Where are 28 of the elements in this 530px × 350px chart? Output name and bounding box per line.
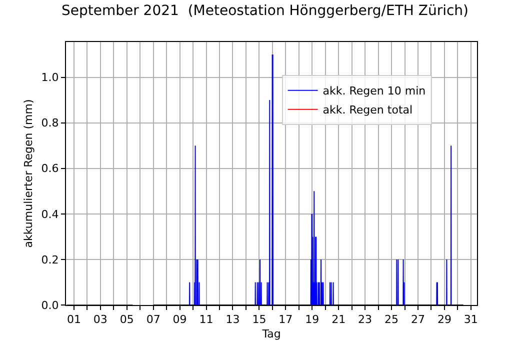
y-tick-label: 0.0 xyxy=(41,298,59,312)
x-axis-title: Tag xyxy=(261,327,281,340)
y-tick-label: 0.6 xyxy=(41,162,59,176)
x-tick-label: 31 xyxy=(464,313,478,326)
x-tick-label: 05 xyxy=(120,313,134,326)
legend-label: akk. Regen 10 min xyxy=(322,84,426,98)
chart-title: September 2021 (Meteostation Hönggerberg/ETH Zürich) xyxy=(61,3,469,20)
y-tick-label: 1.0 xyxy=(41,71,59,84)
x-tick-label: 21 xyxy=(332,313,346,326)
x-tick-label: 23 xyxy=(358,313,372,326)
x-tick-label: 27 xyxy=(410,313,425,326)
legend-label: akk. Regen total xyxy=(322,104,413,117)
x-tick-label: 19 xyxy=(305,313,320,326)
x-tick-label: 13 xyxy=(226,313,240,326)
x-tick-label: 01 xyxy=(66,313,81,326)
y-tick-label: 0.8 xyxy=(41,116,59,130)
x-tick-label: 09 xyxy=(172,313,187,326)
x-tick-label: 17 xyxy=(278,313,293,326)
y-tick-label: 0.4 xyxy=(41,208,59,221)
x-tick-label: 11 xyxy=(199,313,214,326)
y-axis-title: akkumulierter Regen (mm) xyxy=(22,99,35,248)
x-tick-label: 29 xyxy=(437,313,452,326)
line-series xyxy=(152,54,464,305)
y-tick-label: 0.2 xyxy=(41,253,59,266)
x-tick-label: 25 xyxy=(384,313,399,326)
x-tick-label: 07 xyxy=(146,313,160,326)
x-tick-label: 15 xyxy=(252,313,266,326)
x-tick-label: 03 xyxy=(93,313,108,326)
